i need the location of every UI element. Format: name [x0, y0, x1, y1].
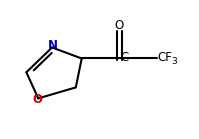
- Text: CF: CF: [158, 51, 173, 64]
- Text: N: N: [48, 39, 58, 52]
- Text: 3: 3: [171, 57, 177, 66]
- Text: O: O: [32, 93, 42, 106]
- Text: O: O: [115, 19, 124, 32]
- Text: C: C: [120, 51, 128, 64]
